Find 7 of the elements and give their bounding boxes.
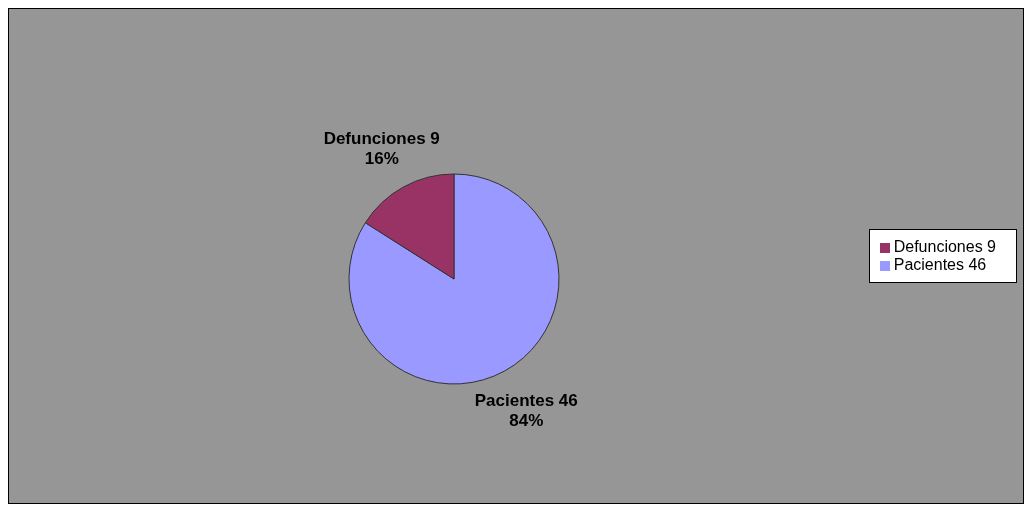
data-label: 84% (509, 411, 544, 431)
data-label: 16% (364, 148, 399, 168)
legend-label: Pacientes 46 (893, 256, 987, 273)
pie-slice (348, 173, 560, 385)
slice-label: Pacientes 46 (474, 391, 578, 411)
slice-label: Defunciones 9 (323, 128, 440, 148)
legend-label: Defunciones 9 (893, 238, 996, 255)
